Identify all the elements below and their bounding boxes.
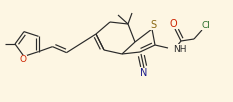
Text: O: O [20,55,27,64]
Text: N: N [140,68,148,78]
Text: NH: NH [173,44,186,54]
Text: O: O [169,19,177,29]
Text: S: S [150,20,156,30]
Text: Cl: Cl [202,21,210,29]
